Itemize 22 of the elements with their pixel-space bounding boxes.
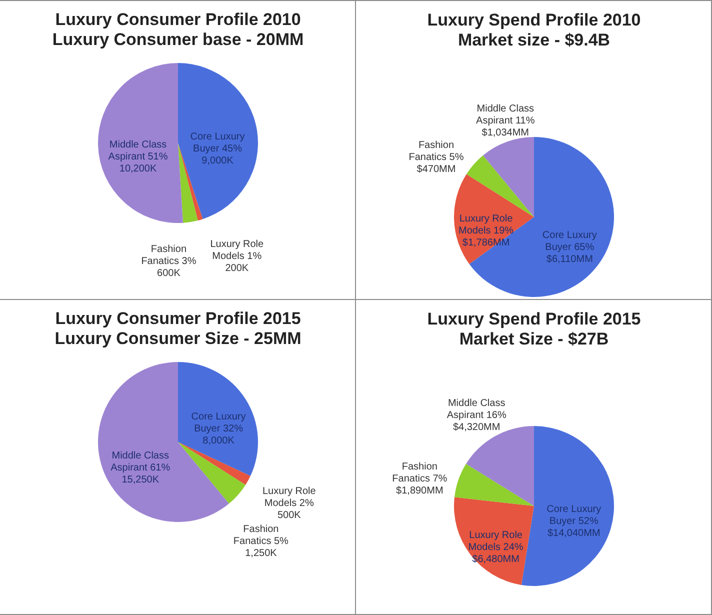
slice-label: Middle Class Aspirant 11% $1,034MM bbox=[476, 104, 535, 139]
slice-label: Fashion Fanatics 3% 600K bbox=[141, 244, 196, 280]
chart-title: Luxury Spend Profile 2010 bbox=[427, 10, 641, 30]
slice-label: Core Luxury Buyer 65% $6,110MM bbox=[542, 230, 597, 266]
slice-label: Middle Class Aspirant 16% $4,320MM bbox=[446, 398, 506, 433]
slice-label: Core Luxury Buyer 52% $14,040MM bbox=[546, 504, 602, 540]
chart-subtitle: Luxury Consumer base - 20MM bbox=[52, 30, 304, 49]
slice-label: Middle Class Aspirant 51% 10,200K bbox=[108, 139, 168, 174]
slice-label: Fashion Fanatics 7% $1,890MM bbox=[392, 461, 448, 496]
chart-title: Luxury Consumer Profile 2010 bbox=[55, 10, 301, 29]
slice-label: Middle Class Aspirant 61% 15,250K bbox=[110, 450, 170, 486]
slice-label: Luxury Role Models 1% 200K bbox=[210, 239, 264, 274]
chart-title: Luxury Consumer Profile 2015 bbox=[55, 309, 301, 328]
slice-label: Luxury Role Models 2% 500K bbox=[262, 486, 316, 522]
slice-label: Fashion Fanatics 5% 1,250K bbox=[233, 524, 289, 560]
slice-label: Core Luxury Buyer 32% 8,000K bbox=[191, 411, 246, 446]
slice-label: Fashion Fanatics 5% $470MM bbox=[408, 140, 464, 175]
chart-subtitle: Market Size - $27B bbox=[459, 330, 609, 349]
chart-subtitle: Market size - $9.4B bbox=[458, 30, 610, 50]
slice-label: Core Luxury Buyer 45% 9,000K bbox=[190, 132, 245, 167]
chart-title: Luxury Spend Profile 2015 bbox=[427, 310, 641, 329]
chart-subtitle: Luxury Consumer Size - 25MM bbox=[54, 329, 302, 348]
